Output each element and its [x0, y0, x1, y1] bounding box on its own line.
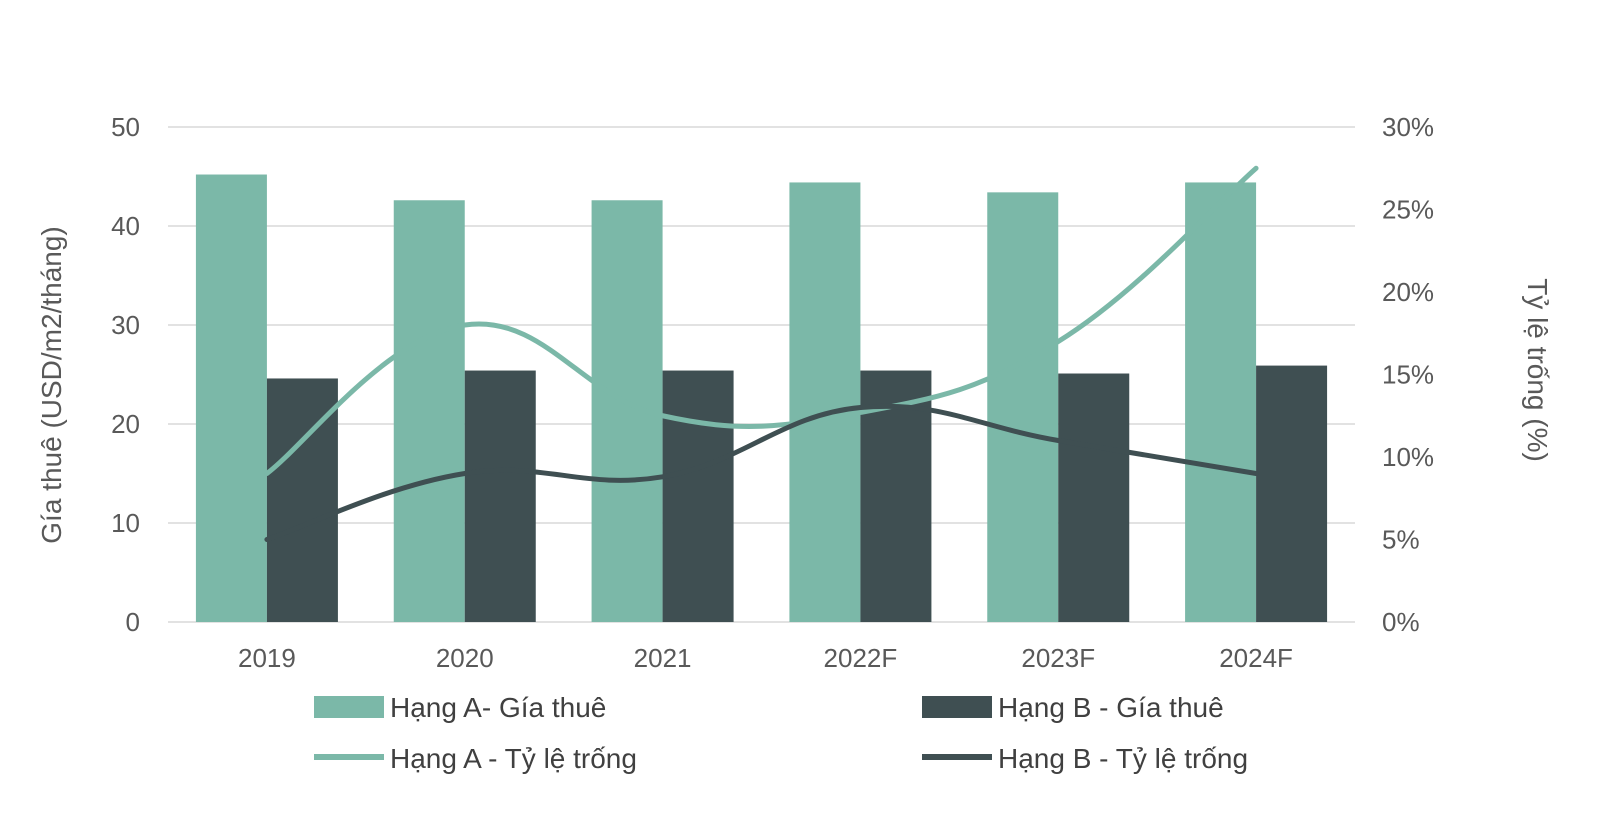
right-axis-ticks: 0% 5% 10% 15% 20% 25% 30%: [1382, 112, 1434, 637]
lines: [264, 165, 1259, 542]
right-tick-label-5: 25%: [1382, 195, 1434, 225]
x-tick-label-5: 2024F: [1219, 643, 1293, 673]
right-tick-label-2: 10%: [1382, 442, 1434, 472]
gridlines: [168, 126, 1355, 623]
x-tick-label-1: 2020: [436, 643, 494, 673]
x-tick-label-2: 2021: [634, 643, 692, 673]
legend-swatch-series-0: [314, 696, 384, 718]
left-tick-label-5: 50: [111, 112, 140, 142]
bar-series-0-2020: [393, 200, 465, 622]
legend-label-series-0: Hạng A- Gía thuê: [390, 692, 606, 723]
legend-label-series-1: Hạng B - Gía thuê: [998, 692, 1224, 723]
left-axis-title: Gía thuê (USD/m2/tháng): [36, 226, 67, 543]
bar-series-1-2021: [662, 370, 734, 622]
right-tick-label-1: 5%: [1382, 525, 1420, 555]
legend-swatch-series-1: [922, 696, 992, 718]
bar-series-1-2024F: [1256, 365, 1328, 622]
left-tick-label-0: 0: [126, 607, 140, 637]
left-axis-ticks: 0 10 20 30 40 50: [111, 112, 140, 637]
left-tick-label-3: 30: [111, 310, 140, 340]
bar-series-1-2023F: [1058, 373, 1130, 622]
bar-series-0-2019: [195, 174, 267, 622]
x-tick-label-0: 2019: [238, 643, 296, 673]
right-axis-title: Tỷ lệ trống (%): [1522, 278, 1553, 462]
bar-series-0-2024F: [1185, 182, 1257, 622]
legend-label-series-2: Hạng A - Tỷ lệ trống: [390, 743, 637, 774]
right-tick-label-3: 15%: [1382, 360, 1434, 390]
bar-series-0-2022F: [789, 182, 861, 622]
bars: [195, 174, 1328, 622]
left-tick-label-2: 20: [111, 409, 140, 439]
line-series-3: [264, 403, 1259, 542]
legend: Hạng A- Gía thuê Hạng B - Gía thuê Hạng …: [314, 692, 1248, 774]
legend-label-series-3: Hạng B - Tỷ lệ trống: [998, 743, 1248, 774]
bar-series-1-2020: [464, 370, 536, 622]
right-tick-label-4: 20%: [1382, 277, 1434, 307]
x-axis-ticks: 2019 2020 2021 2022F 2023F 2024F: [238, 643, 1293, 673]
bar-series-0-2023F: [987, 192, 1059, 622]
right-tick-label-6: 30%: [1382, 112, 1434, 142]
left-tick-label-1: 10: [111, 508, 140, 538]
x-tick-label-3: 2022F: [824, 643, 898, 673]
right-tick-label-0: 0%: [1382, 607, 1420, 637]
left-tick-label-4: 40: [111, 211, 140, 241]
line-series-2: [264, 165, 1259, 476]
x-tick-label-4: 2023F: [1021, 643, 1095, 673]
